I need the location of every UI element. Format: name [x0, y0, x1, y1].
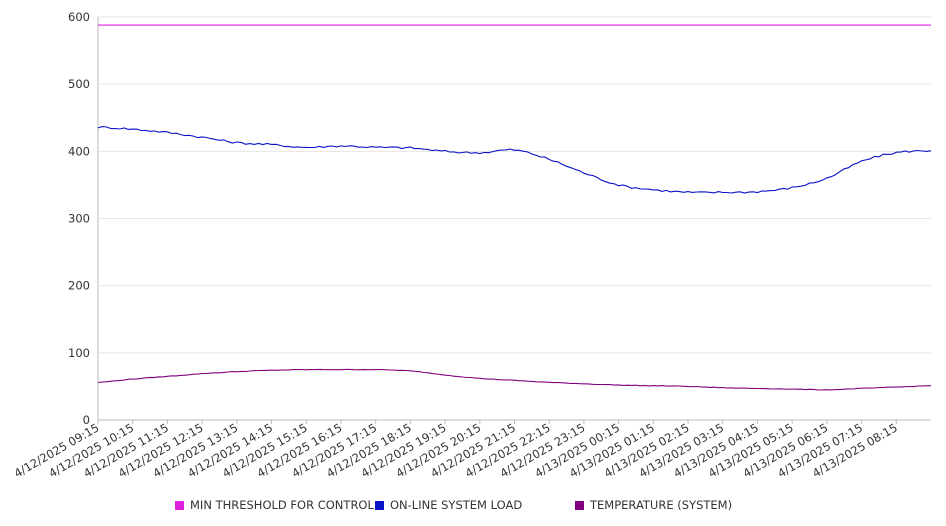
legend-label: TEMPERATURE (SYSTEM) [590, 498, 733, 512]
legend: MIN THRESHOLD FOR CONTROL ON-LINE SYSTEM… [0, 498, 946, 514]
legend-label: ON-LINE SYSTEM LOAD [390, 498, 523, 512]
legend-swatch [175, 500, 184, 510]
legend-item-temperature: TEMPERATURE (SYSTEM) [575, 498, 732, 512]
series-lines [97, 24, 932, 391]
axes [97, 17, 931, 424]
x-tick-labels: 4/12/2025 09:154/12/2025 10:154/12/2025 … [12, 420, 900, 480]
y-tick-label: 400 [68, 144, 90, 158]
y-tick-label: 200 [68, 279, 90, 293]
y-tick-label: 100 [68, 346, 90, 360]
legend-label: MIN THRESHOLD FOR CONTROL [190, 498, 374, 512]
y-tick-label: 600 [68, 10, 90, 24]
legend-swatch [375, 500, 384, 510]
y-tick-labels: 0 100 200 300 400 500 600 [68, 10, 90, 427]
series-line-temperature-system [97, 368, 932, 391]
legend-swatch [575, 500, 584, 510]
series-line-on-line-system-load [97, 126, 932, 194]
legend-item-min-threshold: MIN THRESHOLD FOR CONTROL [175, 498, 374, 512]
gridlines [98, 16, 931, 354]
y-tick-label: 500 [68, 77, 90, 91]
y-tick-label: 300 [68, 212, 90, 226]
y-tick-label: 0 [83, 413, 90, 427]
legend-item-system-load: ON-LINE SYSTEM LOAD [375, 498, 522, 512]
